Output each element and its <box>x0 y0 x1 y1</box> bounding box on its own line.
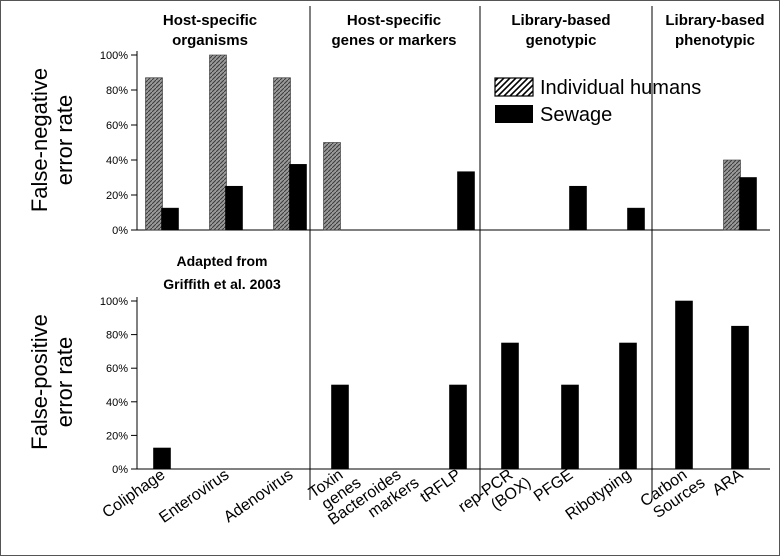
bottom-ytick-label: 80% <box>106 330 128 342</box>
group-header-2-line1: Host-specific <box>347 12 441 29</box>
bottom-ylabel: False-positive error rate <box>27 314 77 450</box>
top-bar-individual-humans <box>723 159 741 231</box>
top-ytick-label: 80% <box>106 85 128 97</box>
legend-label-sewage: Sewage <box>540 104 612 126</box>
bottom-ytick-label: 40% <box>106 397 128 409</box>
legend-swatch-sewage <box>495 105 533 123</box>
bottom-ytick-label: 20% <box>106 430 128 442</box>
top-ytick-label: 100% <box>100 50 128 62</box>
top-ytick-label: 20% <box>106 190 128 202</box>
bottom-bar-sewage <box>501 342 519 470</box>
bottom-ytick-label: 0% <box>112 464 128 476</box>
group-header-1-line2: organisms <box>172 32 248 49</box>
top-bar-sewage <box>457 171 475 231</box>
category-label: Enterovirus <box>156 466 232 526</box>
top-ytick-label: 60% <box>106 120 128 132</box>
bottom-bar-sewage <box>153 447 171 470</box>
category-label: Adenovirus <box>221 466 296 526</box>
bottom-bar-sewage <box>675 300 693 470</box>
top-ylabel-line2: error rate <box>52 95 77 185</box>
top-bar-sewage <box>569 185 587 231</box>
annotation-line1: Adapted from <box>177 253 268 269</box>
top-ytick-label: 40% <box>106 155 128 167</box>
top-bar-individual-humans <box>273 77 291 231</box>
bottom-bar-sewage <box>561 384 579 470</box>
legend-swatch-individual-humans <box>494 77 534 97</box>
top-bar-sewage <box>161 207 179 231</box>
bottom-ylabel-line1: False-positive <box>27 314 52 450</box>
category-label: Ribotyping <box>563 466 635 523</box>
top-ylabel-line1: False-negative <box>27 68 52 212</box>
category-label: ARA <box>710 466 747 499</box>
top-bar-individual-humans <box>209 54 227 231</box>
group-header-4-line2: phenotypic <box>675 32 755 49</box>
bottom-bar-sewage <box>449 384 467 470</box>
group-header-4-line1: Library-based <box>665 12 764 29</box>
group-headers: Host-specific organisms Host-specific ge… <box>163 12 765 49</box>
top-bar-sewage <box>739 177 757 231</box>
legend: Individual humans Sewage <box>494 77 701 126</box>
group-header-3-line1: Library-based <box>511 12 610 29</box>
group-header-1-line1: Host-specific <box>163 12 257 29</box>
top-bar-sewage <box>289 164 307 231</box>
bottom-bar-sewage <box>731 325 749 470</box>
group-header-3-line2: genotypic <box>526 32 597 49</box>
bottom-ytick-label: 100% <box>100 296 128 308</box>
top-ylabel: False-negative error rate <box>27 68 77 212</box>
top-bar-individual-humans <box>145 77 163 231</box>
group-header-2-line2: genes or markers <box>331 32 456 49</box>
category-label: PFGE <box>531 466 576 505</box>
top-bar-individual-humans <box>323 142 341 231</box>
bottom-ylabel-line2: error rate <box>52 337 77 427</box>
top-bar-sewage <box>627 207 645 231</box>
bottom-bar-sewage <box>619 342 637 470</box>
top-bar-sewage <box>225 185 243 231</box>
annotation-line2: Griffith et al. 2003 <box>163 276 281 292</box>
bottom-bar-sewage <box>331 384 349 470</box>
bottom-ytick-label: 60% <box>106 363 128 375</box>
legend-label-individual-humans: Individual humans <box>540 77 701 99</box>
top-ytick-label: 0% <box>112 225 128 237</box>
